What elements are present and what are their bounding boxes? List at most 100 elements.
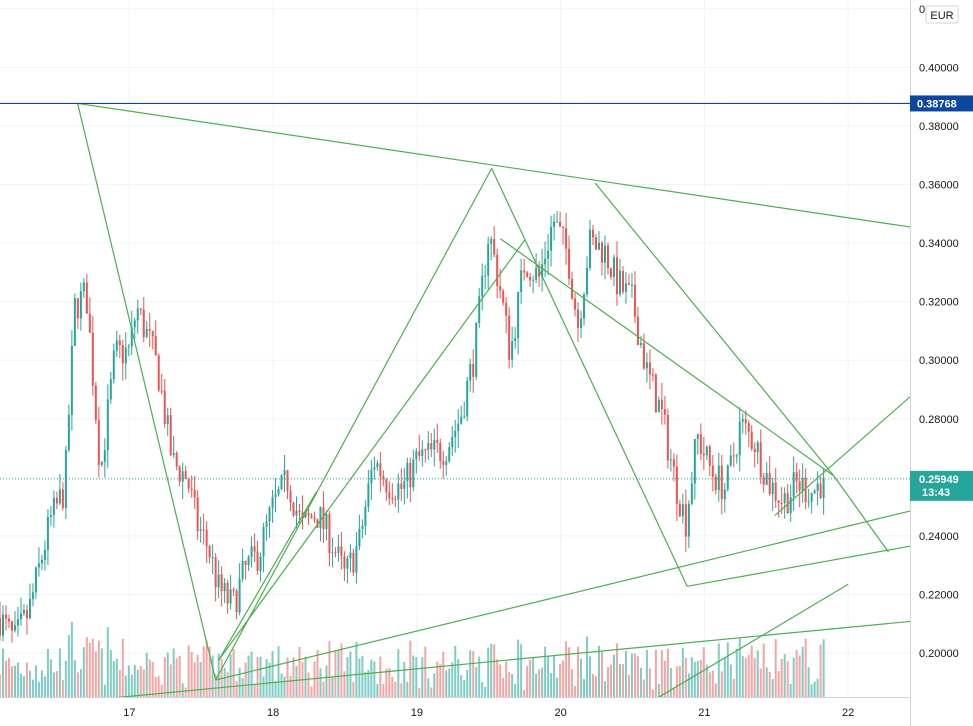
- candle-body[interactable]: [499, 286, 502, 291]
- candle-body[interactable]: [705, 446, 708, 456]
- candle-body[interactable]: [484, 275, 487, 277]
- candle-body[interactable]: [454, 430, 457, 438]
- candle-body[interactable]: [307, 512, 310, 516]
- candle-body[interactable]: [34, 567, 37, 593]
- trendline-drawings[interactable]: [0, 102, 911, 710]
- candle-body[interactable]: [88, 313, 91, 333]
- candle-body[interactable]: [415, 451, 418, 460]
- candle-body[interactable]: [130, 327, 133, 347]
- candle-body[interactable]: [502, 290, 505, 303]
- candle-body[interactable]: [157, 355, 160, 391]
- candle-body[interactable]: [148, 328, 151, 332]
- candle-body[interactable]: [711, 465, 714, 477]
- time-axis[interactable]: 17 18 19 20 21 22: [0, 697, 910, 726]
- candle-body[interactable]: [639, 342, 642, 346]
- candle-body[interactable]: [795, 472, 798, 482]
- candle-body[interactable]: [597, 242, 600, 250]
- candle-body[interactable]: [295, 510, 298, 516]
- candle-body[interactable]: [226, 582, 229, 604]
- candle-body[interactable]: [690, 483, 693, 504]
- candle-body[interactable]: [109, 379, 112, 400]
- candle-body[interactable]: [400, 483, 403, 489]
- candle-body[interactable]: [52, 497, 55, 516]
- candle-body[interactable]: [319, 507, 322, 528]
- candle-body[interactable]: [115, 340, 118, 351]
- candle-body[interactable]: [79, 291, 82, 319]
- candle-body[interactable]: [235, 590, 238, 613]
- candle-body[interactable]: [46, 517, 49, 550]
- candle-body[interactable]: [379, 463, 382, 477]
- candle-body[interactable]: [723, 489, 726, 500]
- candle-body[interactable]: [562, 226, 565, 229]
- candle-body[interactable]: [609, 268, 612, 277]
- candle-body[interactable]: [223, 582, 226, 592]
- candle-body[interactable]: [547, 250, 550, 259]
- candle-body[interactable]: [675, 466, 678, 504]
- candle-body[interactable]: [10, 621, 13, 631]
- candle-body[interactable]: [349, 552, 352, 559]
- candle-body[interactable]: [424, 449, 427, 451]
- candle-body[interactable]: [103, 450, 106, 462]
- candle-body[interactable]: [268, 507, 271, 522]
- trendline[interactable]: [687, 545, 911, 587]
- candle-body[interactable]: [199, 529, 202, 532]
- candle-body[interactable]: [615, 257, 618, 295]
- candle-body[interactable]: [687, 503, 690, 537]
- candle-body[interactable]: [58, 489, 61, 504]
- candle-body[interactable]: [277, 489, 280, 495]
- candle-body[interactable]: [220, 574, 223, 592]
- candle-body[interactable]: [433, 439, 436, 450]
- candle-body[interactable]: [822, 478, 825, 499]
- trendline[interactable]: [218, 239, 526, 661]
- candle-body[interactable]: [651, 374, 654, 376]
- candle-body[interactable]: [741, 419, 744, 422]
- candle-body[interactable]: [762, 476, 765, 485]
- candle-body[interactable]: [1, 614, 4, 636]
- trendline[interactable]: [646, 583, 849, 705]
- candle-body[interactable]: [786, 493, 789, 514]
- candlesticks[interactable]: [0, 210, 825, 643]
- candle-body[interactable]: [693, 439, 696, 484]
- candle-body[interactable]: [181, 471, 184, 482]
- candle-body[interactable]: [85, 282, 88, 314]
- candle-body[interactable]: [747, 423, 750, 432]
- candle-body[interactable]: [586, 268, 589, 295]
- trendline[interactable]: [77, 103, 217, 681]
- candle-body[interactable]: [559, 221, 562, 227]
- candle-body[interactable]: [621, 270, 624, 292]
- candle-body[interactable]: [421, 449, 424, 456]
- candle-body[interactable]: [97, 420, 100, 465]
- candle-body[interactable]: [178, 466, 181, 482]
- candle-body[interactable]: [22, 609, 25, 614]
- candle-body[interactable]: [568, 248, 571, 279]
- candle-body[interactable]: [669, 459, 672, 461]
- candle-body[interactable]: [702, 453, 705, 456]
- candle-body[interactable]: [589, 229, 592, 269]
- candle-body[interactable]: [304, 512, 307, 518]
- candle-body[interactable]: [544, 258, 547, 265]
- candle-body[interactable]: [322, 507, 325, 530]
- trendline[interactable]: [215, 510, 911, 681]
- candle-body[interactable]: [331, 552, 334, 554]
- candle-body[interactable]: [612, 257, 615, 277]
- candle-body[interactable]: [451, 437, 454, 448]
- candle-body[interactable]: [666, 414, 669, 461]
- candle-body[interactable]: [496, 254, 499, 287]
- candle-body[interactable]: [16, 619, 19, 626]
- candle-body[interactable]: [241, 560, 244, 579]
- candle-body[interactable]: [603, 245, 606, 263]
- candle-body[interactable]: [214, 557, 217, 588]
- candle-body[interactable]: [127, 346, 130, 348]
- candle-body[interactable]: [352, 552, 355, 573]
- candle-body[interactable]: [487, 243, 490, 276]
- candle-body[interactable]: [789, 497, 792, 514]
- trendline[interactable]: [217, 491, 317, 661]
- candle-body[interactable]: [364, 507, 367, 527]
- candle-body[interactable]: [807, 501, 810, 503]
- candle-body[interactable]: [636, 316, 639, 346]
- candle-body[interactable]: [94, 385, 97, 421]
- candle-body[interactable]: [106, 399, 109, 451]
- candle-body[interactable]: [64, 450, 67, 508]
- trendline[interactable]: [594, 182, 835, 477]
- candle-body[interactable]: [672, 459, 675, 467]
